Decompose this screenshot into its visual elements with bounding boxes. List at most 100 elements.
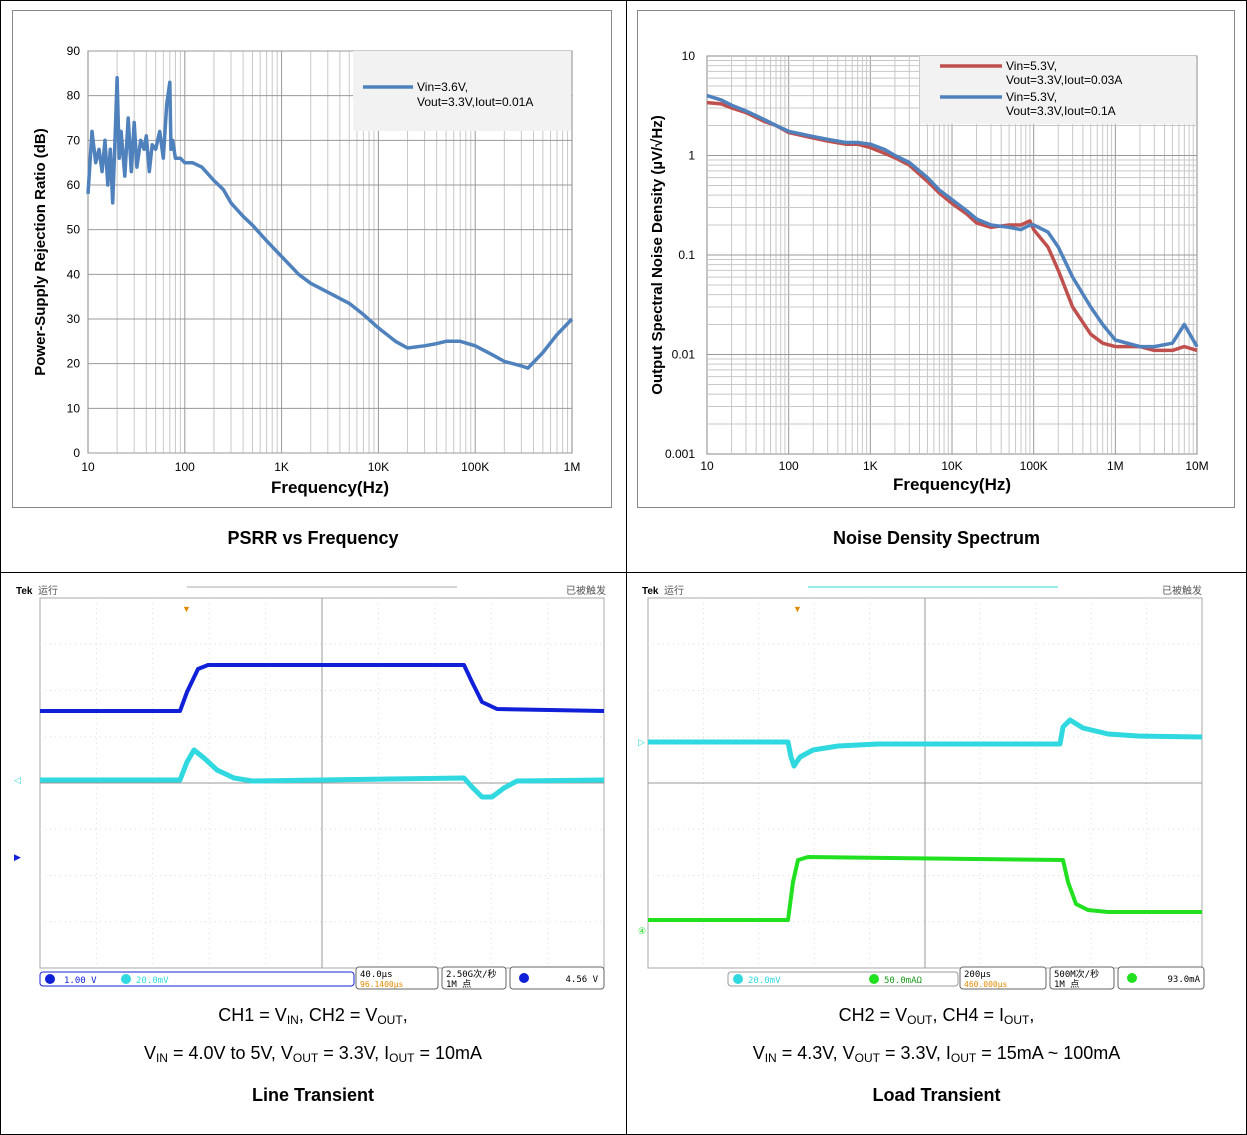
psrr-chart-panel: 0 10 20 30 40 50 60 70 80 90 10 100 1K 10K 100K 1M Frequ… [12,10,612,508]
ch2-scale: 20.0mV [136,976,169,986]
ch4-scale: 50.0mAΩ [884,976,923,986]
psrr-legend-text-1: Vin=3.6V, [417,80,468,94]
scope-sample-rate: 500M次/秒 [1054,968,1099,980]
noise-y-axis-label: Output Spectral Noise Density (µV/√Hz) [649,115,666,394]
scope-trigger-level: 4.56 V [565,975,598,985]
scope-sample-box [441,966,507,990]
noise-x-tick-label: 100K [1020,459,1048,473]
vertical-divider [626,0,627,1135]
noise-x-tick-label: 100 [779,459,799,473]
scope-trigger-box [1117,966,1205,990]
trigger-source-badge [1127,973,1137,983]
noise-y-tick-label: 1 [688,149,695,163]
line-transient-caption-2: VIN = 4.0V to 5V, VOUT = 3.3V, IOUT = 10… [143,1043,483,1065]
psrr-x-tick-label: 100 [175,460,195,474]
noise-y-tick-label: 0.1 [678,248,695,262]
load-transient-scope: Tek 运行 已被触发 ▷ ④ ▼ 20.0mV 50.0mAΩ 200µs 460.000µs 5… [638,582,1206,998]
load-transient-title: Load Transient [872,1085,1001,1105]
ch4-trace [648,855,1202,922]
noise-chart-panel: 0.001 0.01 0.1 1 10 10 100 1K 10K 100K 1M 10M Freque… [637,10,1235,508]
scope-run-status: 运行 [38,584,58,597]
psrr-x-tick-label: 1M [564,460,581,474]
scope-ch-readout-box [727,971,959,987]
noise-legend-text-2a: Vin=5.3V, [1006,90,1057,104]
line-transient-caption-1: CH1 = VIN, CH2 = VOUT, [218,1005,408,1027]
ch2-scale: 20.0mV [748,976,781,986]
ch2-marker: ◁ [14,775,21,785]
psrr-y-tick-label: 20 [67,357,81,371]
ch1-marker: ▶ [14,852,21,862]
psrr-y-tick-label: 90 [67,44,81,58]
scope-trigger-level: 93.0mA [1167,975,1200,985]
noise-x-tick-label: 1M [1107,459,1124,473]
scope-brand: Tek [16,586,33,597]
scope-trigger-position: 460.000µs [964,980,1008,989]
psrr-y-tick-label: 70 [67,133,81,147]
scope-sample-box [1049,966,1115,990]
scope-timebase-box [355,966,439,990]
ch1-trace [40,663,605,713]
psrr-legend-text-2: Vout=3.3V,Iout=0.01A [417,95,533,109]
noise-legend-text-1a: Vin=5.3V, [1006,59,1057,73]
scope-brand: Tek [642,586,659,597]
ch2-trace [648,717,1203,769]
psrr-x-axis-label: Frequency(Hz) [271,478,389,497]
trigger-source-badge [519,973,529,983]
psrr-y-tick-label: 40 [67,267,81,281]
scope-trigger-box [509,966,605,990]
noise-x-axis-label: Frequency(Hz) [893,475,1011,494]
noise-y-tick-label: 0.001 [665,447,695,461]
noise-chart: 0.001 0.01 0.1 1 10 10 100 1K 10K 100K 1M 10M Freque… [649,49,1209,494]
line-transient-title: Line Transient [251,1085,375,1105]
scope-timebase: 200µs [964,970,991,980]
scope-run-status: 运行 [664,584,684,597]
load-transient-caption-1: CH2 = VOUT, CH4 = IOUT, [838,1005,1035,1027]
ch2-trace [40,747,605,800]
scope-trigger-status: 已被触发 [566,584,606,597]
noise-x-tick-label: 1K [863,459,878,473]
ch4-marker: ④ [638,926,646,936]
trigger-marker: ▼ [182,604,191,614]
psrr-x-tick-label: 10K [368,460,389,474]
scope-trigger-position: 96.1400µs [360,980,404,989]
noise-legend-text-1b: Vout=3.3V,Iout=0.03A [1006,73,1122,87]
psrr-y-axis-label: Power-Supply Rejection Ratio (dB) [32,128,49,376]
scope-timebase: 40.0µs [360,970,393,980]
ch4-badge [869,974,879,984]
ch2-badge [121,974,131,984]
noise-series-line-2 [706,93,1199,349]
psrr-y-tick-label: 10 [67,401,81,415]
psrr-x-tick-label: 100K [461,460,489,474]
noise-caption: Noise Density Spectrum [832,528,1041,548]
scope-trigger-status: 已被触发 [1162,584,1202,597]
psrr-x-tick-label: 10 [81,460,95,474]
scope-ch-readout-box [39,971,355,987]
noise-legend-text-2b: Vout=3.3V,Iout=0.1A [1006,104,1116,118]
psrr-caption: PSRR vs Frequency [227,528,399,548]
psrr-series-line [86,76,574,370]
psrr-legend-box [353,51,571,131]
ch2-marker: ▷ [638,737,645,747]
scope-timebase-box [959,966,1047,990]
ch1-scale: 1.00 V [64,976,97,986]
trigger-marker: ▼ [793,604,802,614]
noise-x-tick-label: 10M [1185,459,1208,473]
noise-y-tick-label: 0.01 [672,348,696,362]
load-transient-caption-2: VIN = 4.3V, VOUT = 3.3V, IOUT = 15mA ~ 1… [752,1043,1121,1065]
noise-x-tick-label: 10 [700,459,714,473]
ch2-badge [733,974,743,984]
psrr-x-tick-label: 1K [274,460,289,474]
line-transient-scope: Tek 运行 已被触发 ◁ ▶ ▼ 1.00 V 20.0mV 40.0µs 96.1400µs 2… [12,582,610,992]
psrr-y-tick-label: 50 [67,223,81,237]
horizontal-divider [0,572,1247,573]
noise-y-tick-label: 10 [682,49,696,63]
psrr-y-tick-label: 60 [67,178,81,192]
psrr-y-tick-label: 0 [73,446,80,460]
psrr-y-tick-label: 80 [67,89,81,103]
psrr-y-tick-label: 30 [67,312,81,326]
ch1-badge [45,974,55,984]
scope-record-length: 1M 点 [446,979,471,990]
